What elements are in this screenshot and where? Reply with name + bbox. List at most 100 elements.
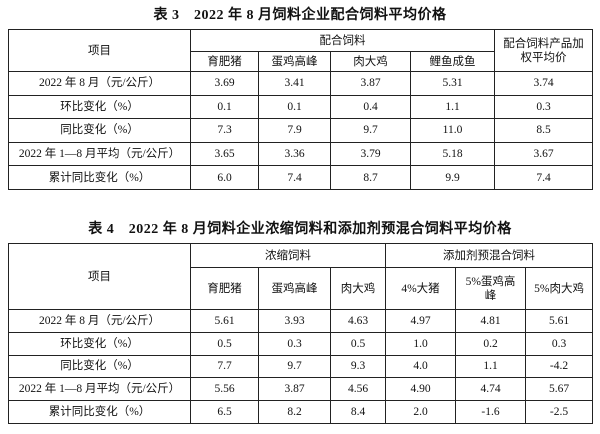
- header-row: 育肥猪 蛋鸡高峰 肉大鸡 4%大猪 5%蛋鸡高峰 5%肉大鸡: [9, 267, 594, 310]
- cell: 9.9: [410, 165, 495, 190]
- column-header: 肉大鸡: [330, 51, 411, 72]
- cell: 0.3: [258, 331, 331, 356]
- cell: 0.3: [494, 94, 593, 120]
- data-row: 同比变化（%） 7.7 9.7 9.3 4.0 1.1 -4.2: [8, 354, 594, 379]
- group-header: 配合饲料: [190, 29, 495, 52]
- cell: 7.9: [258, 118, 331, 143]
- column-header: 5%肉大鸡: [525, 267, 594, 310]
- table: 项目 配合饲料 配合饲料产品加权平均价 育肥猪 蛋鸡高峰 肉大鸡 鲤鱼成鱼 2022 年 8 …: [8, 29, 593, 190]
- cell: 9.7: [258, 354, 331, 379]
- cell: 11.0: [410, 118, 495, 143]
- cell: 7.3: [190, 118, 259, 143]
- cell: 4.0: [385, 354, 457, 379]
- row-label: 2022 年 8 月（元/公斤）: [8, 71, 191, 96]
- data-row: 2022 年 1—8 月平均（元/公斤） 3.65 3.36 3.79 5.18 3.67: [8, 141, 593, 167]
- cell: 3.69: [190, 71, 259, 96]
- cell: -2.5: [525, 400, 594, 424]
- cell: 5.31: [410, 71, 495, 96]
- cell: 3.79: [330, 141, 411, 167]
- header-row: 项目 配合饲料 配合饲料产品加权平均价: [8, 29, 593, 72]
- cell: -4.2: [525, 354, 594, 379]
- header-cell: 配合饲料产品加权平均价: [494, 29, 593, 72]
- header-row: 项目 浓缩饲料 添加剂预混合饲料: [8, 243, 594, 310]
- cell: 2.0: [385, 400, 457, 424]
- cell: 4.74: [455, 377, 527, 402]
- row-label: 环比变化（%）: [8, 94, 191, 120]
- cell: 5.61: [190, 309, 259, 333]
- cell: 8.5: [494, 118, 593, 143]
- cell: 3.36: [258, 141, 331, 167]
- cell: 0.5: [190, 331, 259, 356]
- row-label: 2022 年 1—8 月平均（元/公斤）: [8, 141, 191, 167]
- cell: 0.2: [455, 331, 527, 356]
- cell: 7.4: [494, 165, 593, 190]
- cell: 7.7: [190, 354, 259, 379]
- data-row: 2022 年 8 月（元/公斤） 3.69 3.41 3.87 5.31 3.74: [8, 71, 593, 96]
- cell: 6.5: [190, 400, 259, 424]
- row-label: 累计同比变化（%）: [8, 400, 191, 424]
- data-row: 环比变化（%） 0.1 0.1 0.4 1.1 0.3: [8, 94, 593, 120]
- cell: 0.1: [258, 94, 331, 120]
- column-header: 鲤鱼成鱼: [410, 51, 495, 72]
- column-header: 肉大鸡: [329, 267, 387, 310]
- cell: 4.90: [385, 377, 457, 402]
- cell: 9.3: [329, 354, 387, 379]
- row-label: 同比变化（%）: [8, 118, 191, 143]
- cell: 4.56: [329, 377, 387, 402]
- cell: 4.63: [329, 309, 387, 333]
- cell: 9.7: [330, 118, 411, 143]
- cell: 0.3: [525, 331, 594, 356]
- column-header: 育肥猪: [190, 51, 259, 72]
- cell: 3.87: [330, 71, 411, 96]
- cell: -1.6: [455, 400, 527, 424]
- header-cell: 项目: [8, 243, 191, 310]
- cell: 5.18: [410, 141, 495, 167]
- cell: 7.4: [258, 165, 331, 190]
- cell: 8.7: [330, 165, 411, 190]
- header-cell: 项目: [8, 29, 191, 72]
- cell: 4.97: [385, 309, 457, 333]
- group-header: 浓缩饲料: [189, 243, 387, 268]
- cell: 5.61: [525, 309, 594, 333]
- cell: 4.81: [455, 309, 527, 333]
- table-title: 表 4 2022 年 8 月饲料企业浓缩饲料和添加剂预混合饲料平均价格: [88, 222, 512, 237]
- column-header: 育肥猪: [190, 267, 259, 310]
- table: 项目 浓缩饲料 添加剂预混合饲料 育肥猪 蛋鸡高峰 肉大鸡 4%大猪 5%蛋鸡高峰 5%肉大鸡 2…: [8, 243, 594, 424]
- cell: 3.41: [258, 71, 331, 96]
- cell: 0.5: [329, 331, 387, 356]
- cell: 1.1: [410, 94, 495, 120]
- data-row: 累计同比变化（%） 6.5 8.2 8.4 2.0 -1.6 -2.5: [8, 400, 594, 424]
- cell: 0.1: [190, 94, 259, 120]
- group-header: 添加剂预混合饲料: [385, 243, 594, 268]
- table-title: 表 3 2022 年 8 月饲料企业配合饲料平均价格: [153, 8, 447, 23]
- header-row: 育肥猪 蛋鸡高峰 肉大鸡 鲤鱼成鱼: [9, 51, 593, 72]
- cell: 0.4: [330, 94, 411, 120]
- cell: 3.67: [494, 141, 593, 167]
- cell: 8.2: [258, 400, 331, 424]
- column-header: 5%蛋鸡高峰: [455, 267, 527, 310]
- row-label: 2022 年 8 月（元/公斤）: [8, 309, 191, 333]
- cell: 6.0: [190, 165, 259, 190]
- cell: 5.67: [525, 377, 594, 402]
- row-label: 环比变化（%）: [8, 331, 191, 356]
- cell: 3.65: [190, 141, 259, 167]
- column-header: 蛋鸡高峰: [258, 51, 331, 72]
- data-row: 2022 年 8 月（元/公斤） 5.61 3.93 4.63 4.97 4.81 5.61: [8, 309, 594, 333]
- column-header: 4%大猪: [385, 267, 457, 310]
- row-label: 2022 年 1—8 月平均（元/公斤）: [8, 377, 191, 402]
- cell: 5.56: [190, 377, 259, 402]
- cell: 3.74: [494, 71, 593, 96]
- data-row: 同比变化（%） 7.3 7.9 9.7 11.0 8.5: [8, 118, 593, 143]
- cell: 3.93: [258, 309, 331, 333]
- cell: 8.4: [329, 400, 387, 424]
- cell: 3.87: [258, 377, 331, 402]
- row-label: 累计同比变化（%）: [8, 165, 191, 190]
- cell: 1.1: [455, 354, 527, 379]
- data-row: 2022 年 1—8 月平均（元/公斤） 5.56 3.87 4.56 4.90 4.74…: [8, 377, 594, 402]
- data-row: 累计同比变化（%） 6.0 7.4 8.7 9.9 7.4: [8, 165, 593, 190]
- row-label: 同比变化（%）: [8, 354, 191, 379]
- column-header: 蛋鸡高峰: [258, 267, 331, 310]
- cell: 1.0: [385, 331, 457, 356]
- data-row: 环比变化（%） 0.5 0.3 0.5 1.0 0.2 0.3: [8, 331, 594, 356]
